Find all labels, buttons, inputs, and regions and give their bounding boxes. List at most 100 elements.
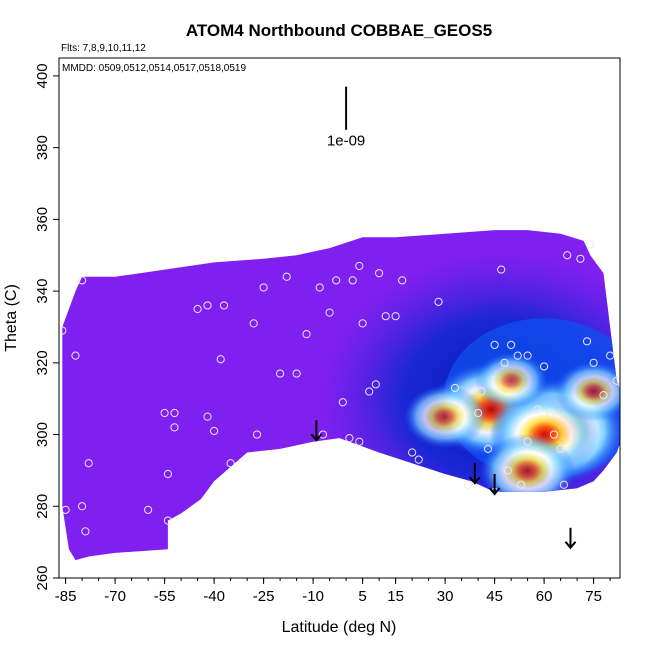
observation-point	[355, 261, 364, 271]
observation-point	[203, 301, 212, 310]
observation-point	[216, 355, 225, 364]
observation-point	[523, 351, 532, 360]
observation-point	[348, 276, 357, 285]
observation-point	[556, 444, 565, 453]
observation-point	[414, 455, 423, 464]
observation-point	[549, 430, 559, 439]
flights-annotation: Flts: 7,8,9,10,11,12	[61, 43, 146, 54]
observation-point	[503, 466, 512, 475]
observation-point	[599, 391, 608, 400]
observation-point	[563, 251, 572, 260]
observation-point	[582, 337, 592, 346]
observation-point	[408, 448, 417, 457]
observation-point	[533, 405, 542, 414]
observation-point	[282, 272, 291, 281]
x-tick-label: 45	[486, 588, 503, 605]
observation-point	[71, 351, 80, 360]
observation-point	[398, 276, 407, 285]
observation-point	[516, 480, 526, 489]
dates-annotation: MMDD: 0509,0512,0514,0517,0518,0519	[62, 63, 246, 74]
observation-point	[355, 437, 364, 446]
observation-point	[170, 408, 179, 418]
chart-title: ATOM4 Northbound COBBAE_GEOS5	[186, 21, 492, 40]
observation-point	[61, 505, 70, 514]
observation-point	[325, 308, 334, 317]
observation-point	[559, 480, 569, 489]
x-axis: -85 -70 -55 -40 -25 -10 5 15 30 45 60 75	[55, 578, 611, 605]
y-tick-label: 360	[34, 207, 51, 232]
y-tick-label: 400	[34, 63, 51, 88]
observation-point	[59, 326, 67, 335]
observation-point	[318, 430, 328, 439]
observation-point	[540, 362, 549, 371]
observation-point	[78, 276, 87, 285]
plot-frame	[58, 57, 621, 579]
observation-point	[345, 434, 354, 443]
observation-point	[163, 516, 172, 525]
x-tick-label: 60	[536, 588, 553, 605]
x-tick-label: 15	[387, 588, 404, 605]
observation-point	[252, 430, 262, 439]
observation-point	[576, 254, 585, 263]
y-tick-label: 380	[34, 135, 51, 160]
y-tick-label: 320	[34, 350, 51, 375]
observation-point	[497, 265, 506, 274]
scale-bar-label: 1e-09	[327, 133, 365, 150]
observation-point	[477, 387, 486, 396]
observation-point	[302, 330, 311, 339]
observation-point	[163, 469, 172, 479]
observation-point	[170, 423, 179, 432]
y-axis: 260 280 300 320 340 360 380 400	[34, 63, 59, 591]
down-arrow-icon	[469, 463, 481, 485]
observation-point	[474, 408, 483, 418]
x-tick-label: 75	[585, 588, 602, 605]
y-tick-label: 280	[34, 494, 51, 519]
observation-point	[226, 459, 235, 468]
observation-point	[358, 319, 367, 328]
observation-point	[144, 505, 153, 514]
observation-point	[391, 312, 400, 321]
down-arrow-icon	[564, 527, 577, 550]
y-axis-label: Theta (C)	[3, 284, 20, 352]
observation-point	[84, 459, 93, 468]
observation-point	[259, 283, 268, 292]
down-arrow-icon	[310, 420, 323, 442]
y-tick-label: 260	[34, 565, 51, 590]
y-tick-label: 340	[34, 279, 51, 304]
observation-point	[371, 380, 380, 389]
x-tick-label: -70	[104, 588, 126, 605]
observation-point	[490, 340, 499, 349]
down-arrow-icon	[488, 474, 501, 496]
observation-point	[160, 408, 169, 418]
x-tick-label: 30	[437, 588, 454, 605]
observation-point	[81, 527, 90, 536]
observation-point	[464, 480, 473, 489]
observation-point	[507, 340, 516, 349]
observation-point	[365, 387, 374, 396]
x-tick-label: 5	[358, 588, 366, 605]
observation-point	[381, 312, 390, 321]
x-axis-label: Latitude (deg N)	[282, 619, 397, 636]
observation-point	[500, 358, 509, 367]
observation-point	[276, 369, 285, 378]
observation-point	[210, 426, 219, 436]
x-tick-label: -40	[203, 588, 225, 605]
hotspot	[554, 361, 620, 422]
observation-point	[292, 369, 301, 378]
observation-point	[78, 502, 87, 511]
observation-point	[219, 301, 229, 310]
observation-point	[606, 351, 615, 360]
x-tick-label: -85	[55, 588, 77, 605]
observation-point	[193, 304, 202, 314]
observation-point	[612, 376, 620, 385]
observation-point	[375, 269, 384, 278]
observation-point	[315, 283, 324, 292]
x-tick-label: -25	[253, 588, 275, 605]
observation-point	[450, 383, 460, 393]
observation-point	[434, 297, 443, 306]
observation-point	[483, 444, 493, 453]
observation-point	[338, 398, 347, 407]
x-tick-label: -10	[302, 588, 324, 605]
